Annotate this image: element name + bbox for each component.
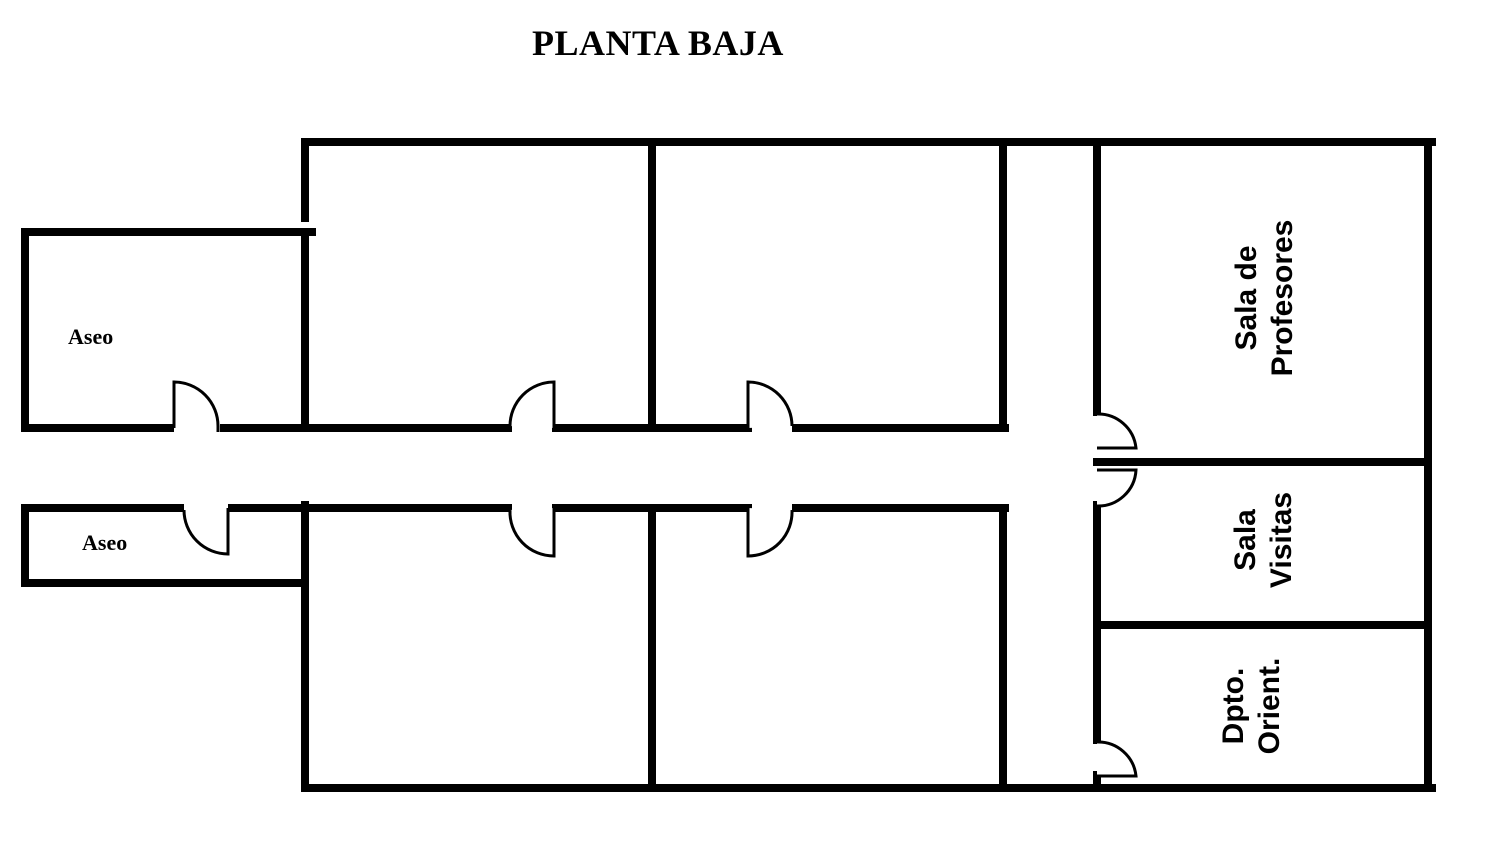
door-room-4	[746, 508, 794, 558]
door-dpto-orient	[1096, 740, 1138, 778]
room-label-line: Sala	[1229, 509, 1262, 571]
room-label-line: Orient.	[1253, 657, 1286, 755]
door-sala-visitas	[1096, 468, 1138, 508]
room-label-aseo-bottom: Aseo	[82, 530, 128, 555]
room-label-line: Dpto.	[1217, 667, 1250, 745]
room-label-line: Visitas	[1265, 491, 1298, 589]
door-aseo-bottom	[182, 508, 230, 556]
room-label-line: Sala de	[1230, 245, 1263, 351]
room-label-sala-visitas: Sala Visitas	[1228, 492, 1300, 588]
room-label-aseo-top: Aseo	[68, 324, 114, 349]
door-sala-profesores	[1096, 412, 1138, 450]
room-label-sala-profesores: Sala de Profesores	[1229, 220, 1301, 377]
door-room-1	[508, 380, 556, 428]
room-label-dpto-orient: Dpto. Orient.	[1216, 658, 1288, 755]
door-room-3	[508, 508, 556, 558]
door-room-2	[746, 380, 794, 428]
door-aseo-top	[172, 380, 220, 432]
room-label-line: Profesores	[1266, 219, 1299, 377]
plan-title: PLANTA BAJA	[532, 23, 784, 63]
